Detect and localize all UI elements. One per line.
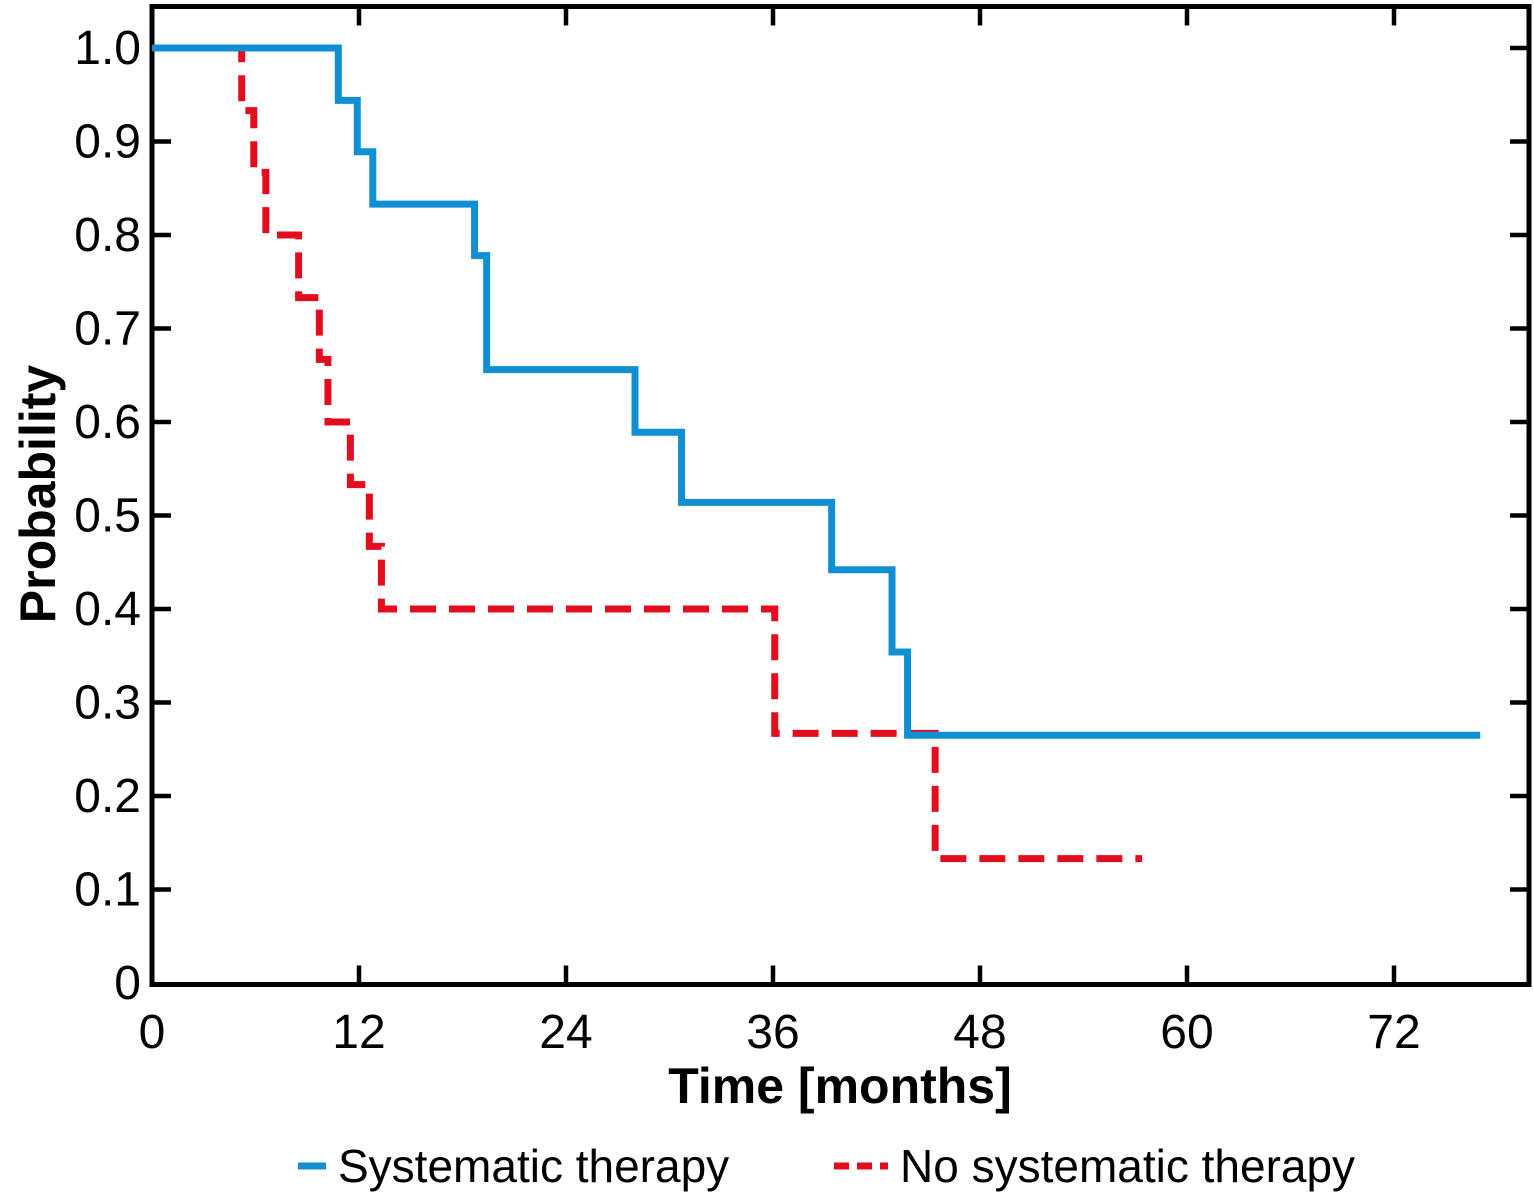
- y-tick-label: 0.4: [74, 583, 141, 636]
- x-tick-label: 12: [332, 1006, 385, 1059]
- legend-item: No systematic therapy: [834, 1140, 1355, 1192]
- x-axis-title: Time [months]: [668, 1058, 1012, 1114]
- y-axis-title: Probability: [10, 365, 66, 624]
- tick-labels: 0 12 24 36 48 60 72 0 0.1 0.2 0.3 0.4 0.5 0.6 0.7 0.8 0.…: [74, 22, 1420, 1059]
- y-tick-label: 1.0: [74, 22, 141, 75]
- legend-item: Systematic therapy: [298, 1140, 729, 1192]
- y-tick-label: 0: [114, 957, 141, 1010]
- y-tick-label: 0.9: [74, 116, 141, 169]
- legend-label: Systematic therapy: [338, 1140, 729, 1192]
- y-tick-label: 0.6: [74, 396, 141, 449]
- y-tick-label: 0.1: [74, 864, 141, 917]
- y-tick-label: 0.3: [74, 677, 141, 730]
- x-tick-label: 36: [746, 1006, 799, 1059]
- legend-label: No systematic therapy: [900, 1140, 1355, 1192]
- x-tick-label: 0: [139, 1006, 166, 1059]
- y-tick-label: 0.7: [74, 303, 141, 356]
- legend: Systematic therapy No systematic therapy: [298, 1140, 1355, 1192]
- x-tick-label: 24: [539, 1006, 592, 1059]
- plot-frame: [149, 4, 1532, 987]
- x-tick-label: 72: [1367, 1006, 1420, 1059]
- x-tick-label: 60: [1160, 1006, 1213, 1059]
- y-tick-label: 0.5: [74, 490, 141, 543]
- plot-border: [149, 4, 1532, 987]
- survival-curves: [152, 44, 1481, 863]
- axis-ticks: [154, 8, 1527, 983]
- curve-no-systematic-therapy: [152, 44, 1143, 863]
- curve-systematic-therapy: [152, 44, 1481, 739]
- x-tick-label: 48: [953, 1006, 1006, 1059]
- y-tick-label: 0.8: [74, 209, 141, 262]
- y-tick-label: 0.2: [74, 770, 141, 823]
